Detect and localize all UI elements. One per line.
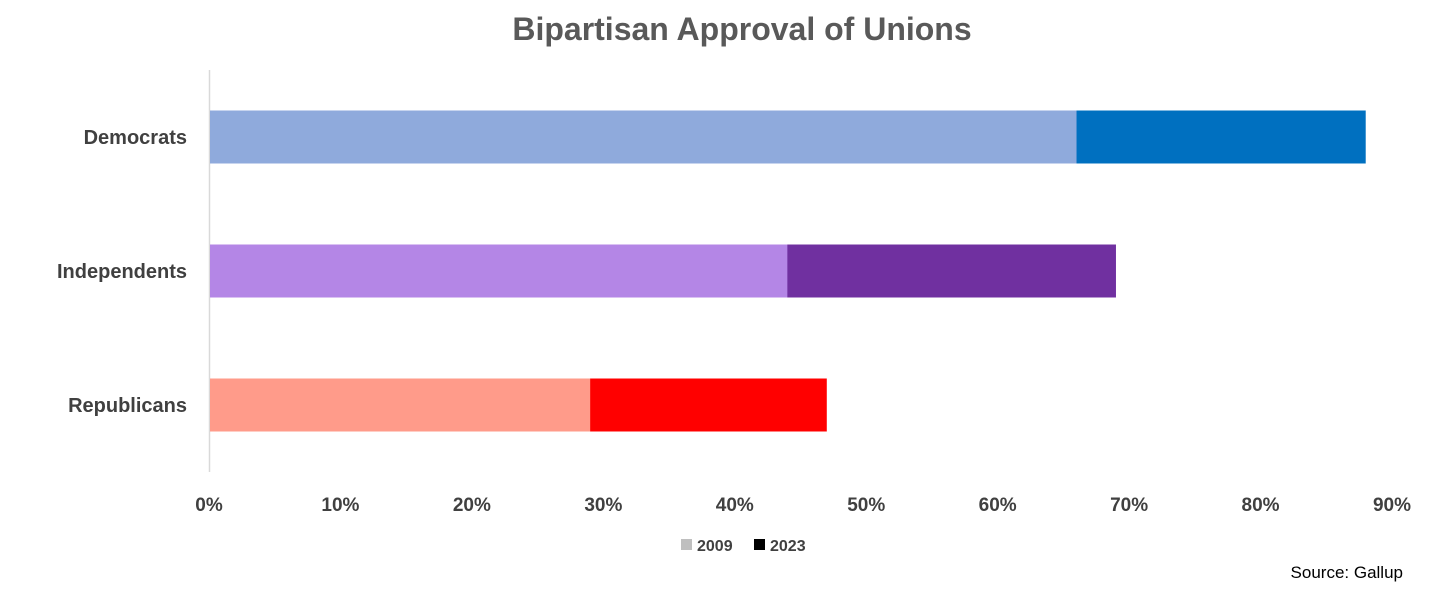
bar-independents-2009	[210, 244, 788, 298]
x-tick-label: 20%	[453, 495, 491, 516]
x-tick-label: 60%	[979, 495, 1017, 516]
x-tick-label: 0%	[195, 495, 223, 516]
source-note: Source: Gallup	[1291, 563, 1403, 582]
legend-label-2023: 2023	[770, 538, 806, 555]
legend-label-2009: 2009	[697, 538, 733, 555]
x-tick-label: 30%	[584, 495, 622, 516]
bar-democrats-2009	[210, 110, 1077, 164]
x-tick-label: 80%	[1242, 495, 1280, 516]
bars-group	[210, 110, 1366, 432]
chart-title: Bipartisan Approval of Unions	[512, 11, 971, 47]
x-tick-label: 40%	[716, 495, 754, 516]
category-label-independents: Independents	[57, 261, 187, 283]
category-label-democrats: Democrats	[84, 127, 187, 149]
x-tick-labels: 0% 10% 20% 30% 40% 50% 60% 70% 80% 90%	[195, 495, 1411, 516]
x-tick-label: 70%	[1110, 495, 1148, 516]
category-label-republicans: Republicans	[68, 395, 187, 417]
legend-swatch-2009	[681, 539, 692, 550]
x-tick-label: 90%	[1373, 495, 1411, 516]
x-tick-label: 50%	[847, 495, 885, 516]
legend: 2009 2023	[681, 538, 806, 555]
x-tick-label: 10%	[321, 495, 359, 516]
legend-swatch-2023	[754, 539, 765, 550]
bar-republicans-2009	[210, 378, 591, 432]
category-labels: Democrats Independents Republicans	[57, 127, 187, 417]
